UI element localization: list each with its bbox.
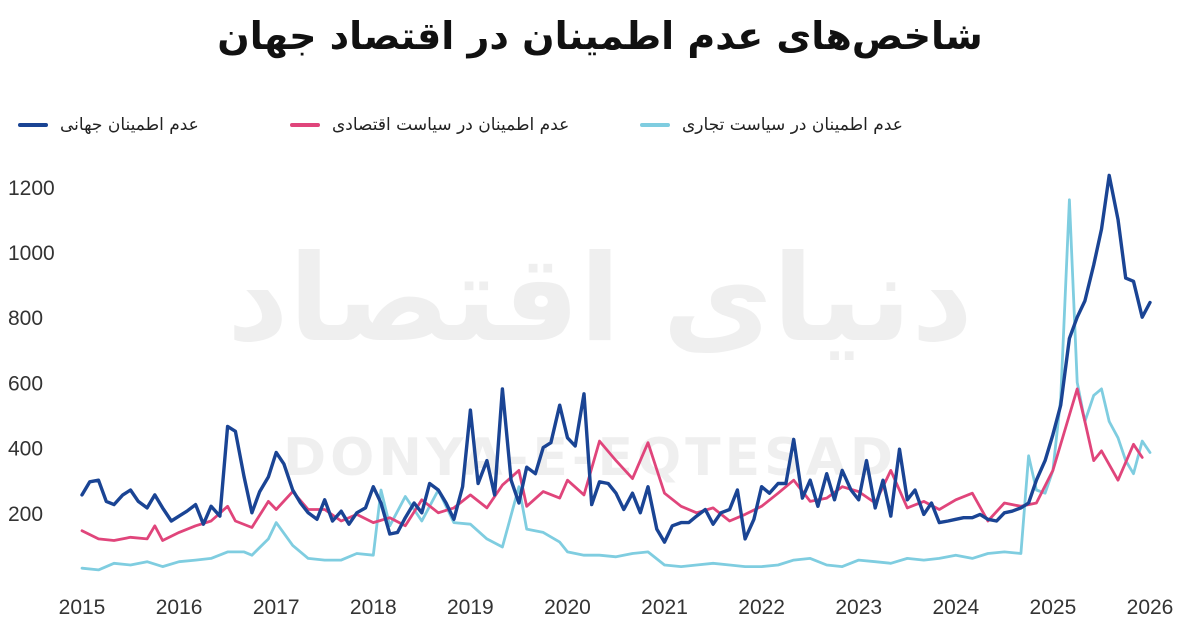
x-tick-label: 2017 (253, 596, 300, 619)
y-tick-label: 1200 (8, 177, 55, 200)
y-tick-label: 400 (8, 438, 43, 461)
x-tick-label: 2022 (738, 596, 785, 619)
legend-global-label: عدم اطمینان جهانی (60, 115, 199, 135)
x-tick-label: 2023 (835, 596, 882, 619)
x-tick-label: 2026 (1127, 596, 1174, 619)
legend-trade-policy: عدم اطمینان در سیاست تجاری (640, 112, 903, 138)
x-tick-label: 2021 (641, 596, 688, 619)
y-tick-label: 200 (8, 503, 43, 526)
x-tick-label: 2025 (1030, 596, 1077, 619)
y-tick-label: 1000 (8, 242, 55, 265)
series-line-trade-policy (80, 198, 1152, 572)
y-tick-label: 800 (8, 307, 43, 330)
watermark-persian: دنیای اقتصاد (227, 230, 973, 369)
series-lines (80, 173, 1152, 572)
x-axis: 2015 2016 2017 2018 2019 2020 2021 2022 2023 2024… (59, 596, 1174, 619)
x-tick-label: 2016 (156, 596, 203, 619)
y-tick-label: 600 (8, 372, 43, 395)
legend-global-swatch (18, 123, 48, 127)
legend-economic-policy: عدم اطمینان در سیاست اقتصادی (290, 112, 569, 138)
legend-economic-policy-swatch (290, 123, 320, 127)
legend-trade-policy-label: عدم اطمینان در سیاست تجاری (682, 115, 903, 135)
series-line-global (80, 173, 1152, 544)
legend-economic-policy-label: عدم اطمینان در سیاست اقتصادی (332, 115, 570, 135)
chart-title: شاخص‌های عدم اطمینان در اقتصاد جهان (217, 14, 983, 58)
x-tick-label: 2018 (350, 596, 397, 619)
x-tick-label: 2020 (544, 596, 591, 619)
x-tick-label: 2019 (447, 596, 494, 619)
x-tick-label: 2015 (59, 596, 106, 619)
legend-trade-policy-swatch (640, 123, 670, 127)
y-axis: 200 400 600 800 1000 1200 (8, 177, 55, 526)
series-line-economic-policy (80, 387, 1144, 542)
watermark: دنیای اقتصاد DONYA-E-EQTESAD (227, 230, 973, 488)
x-tick-label: 2024 (932, 596, 979, 619)
legend-global: عدم اطمینان جهانی (18, 112, 199, 138)
